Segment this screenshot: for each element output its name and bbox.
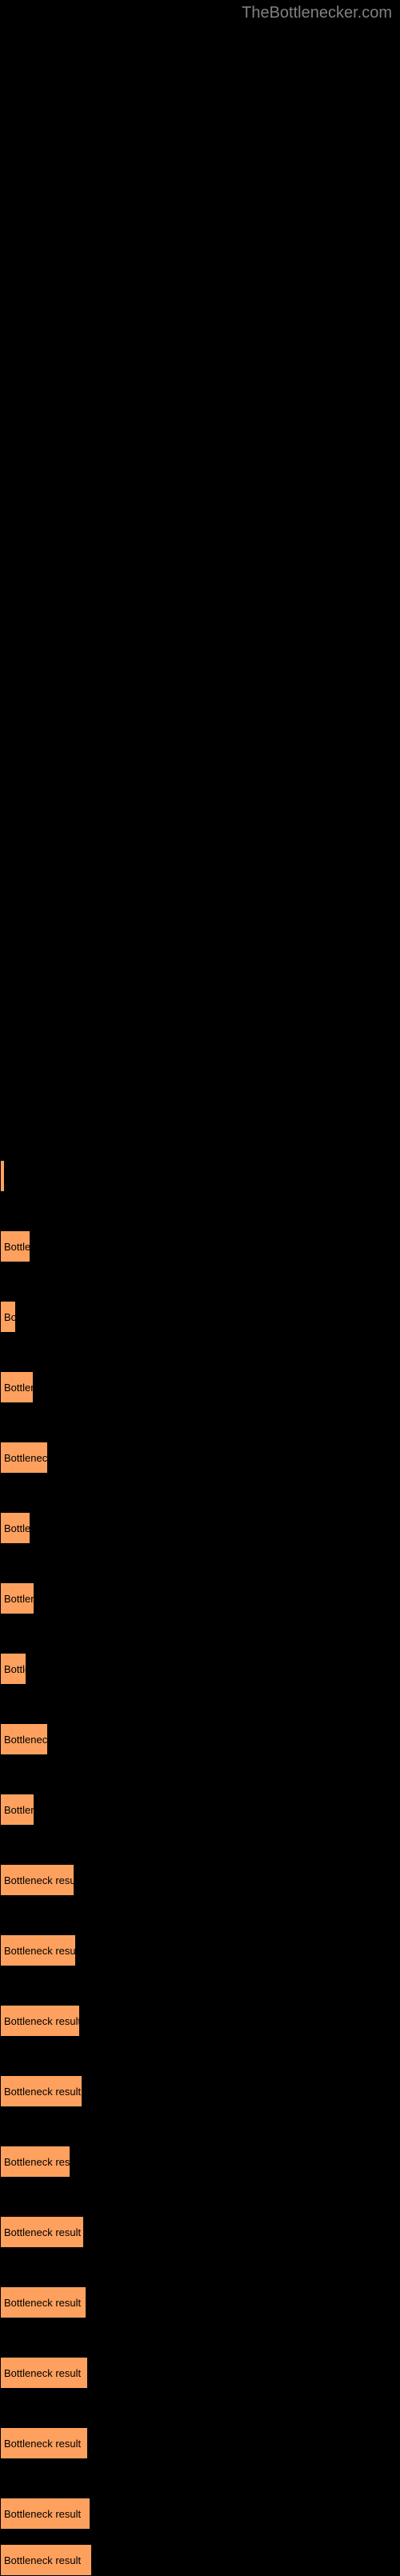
chart-bar: Bottlen (0, 1512, 30, 1544)
bar-label: Bottleneck result (4, 2086, 81, 2098)
bar-label: Bo (4, 1311, 16, 1323)
chart-bar: Bottlen (0, 1371, 34, 1403)
chart-bar: Bottleneck result (0, 2216, 84, 2248)
bar-label: Bottleneck resu (4, 1874, 74, 1886)
chart-bar: Bo (0, 1301, 16, 1333)
chart-bar: Bottleneck result (0, 2286, 86, 2318)
bar-label: Bottlen (4, 1522, 30, 1534)
chart-bar: Bottleneck res (0, 2146, 70, 2178)
watermark-text: TheBottlenecker.com (242, 4, 392, 22)
chart-bar: Bottleneck (0, 1442, 48, 1474)
chart-bar (0, 1160, 5, 1192)
bar-label: Bottlene (4, 1593, 34, 1605)
bar-label: Bottleneck result (4, 2438, 81, 2450)
bar-label: Bottlene (4, 1804, 34, 1816)
chart-bar: Bottle (0, 1230, 30, 1262)
chart-bar: Bottleneck (0, 1723, 48, 1755)
chart-bar: Bottleneck result (0, 2005, 80, 2037)
chart-bar: Bottleneck resu (0, 1864, 74, 1896)
chart-bar: Bottleneck result (0, 2357, 88, 2389)
chart-bar: Bottlene (0, 1582, 34, 1614)
chart-bar: Bottlene (0, 1794, 34, 1826)
bar-label: Bottleneck result (4, 2367, 81, 2379)
bar-label: Bottlen (4, 1382, 34, 1394)
bar-label: Bottleneck (4, 1452, 48, 1464)
chart-bar: Bottleneck result (0, 2427, 88, 2459)
chart-bar: Bottleneck result (0, 2498, 90, 2530)
chart-bar: Bottleneck result (0, 2544, 92, 2576)
bar-label: Bottleneck result (4, 2508, 81, 2520)
bar-label: Bottleneck result (4, 2554, 81, 2566)
bar-label: Bottleneck (4, 1734, 48, 1746)
bar-label: Bottle (4, 1663, 26, 1675)
bar-label: Bottleneck result (4, 2226, 81, 2238)
bar-label: Bottle (4, 1241, 30, 1253)
chart-bar: Bottleneck result (0, 1934, 76, 1966)
bar-label: Bottleneck result (4, 2297, 81, 2309)
chart-bar: Bottle (0, 1653, 26, 1685)
chart-bar: Bottleneck result (0, 2075, 82, 2107)
bar-label: Bottleneck result (4, 2015, 80, 2027)
bar-label: Bottleneck res (4, 2156, 70, 2168)
bar-label: Bottleneck result (4, 1945, 76, 1957)
